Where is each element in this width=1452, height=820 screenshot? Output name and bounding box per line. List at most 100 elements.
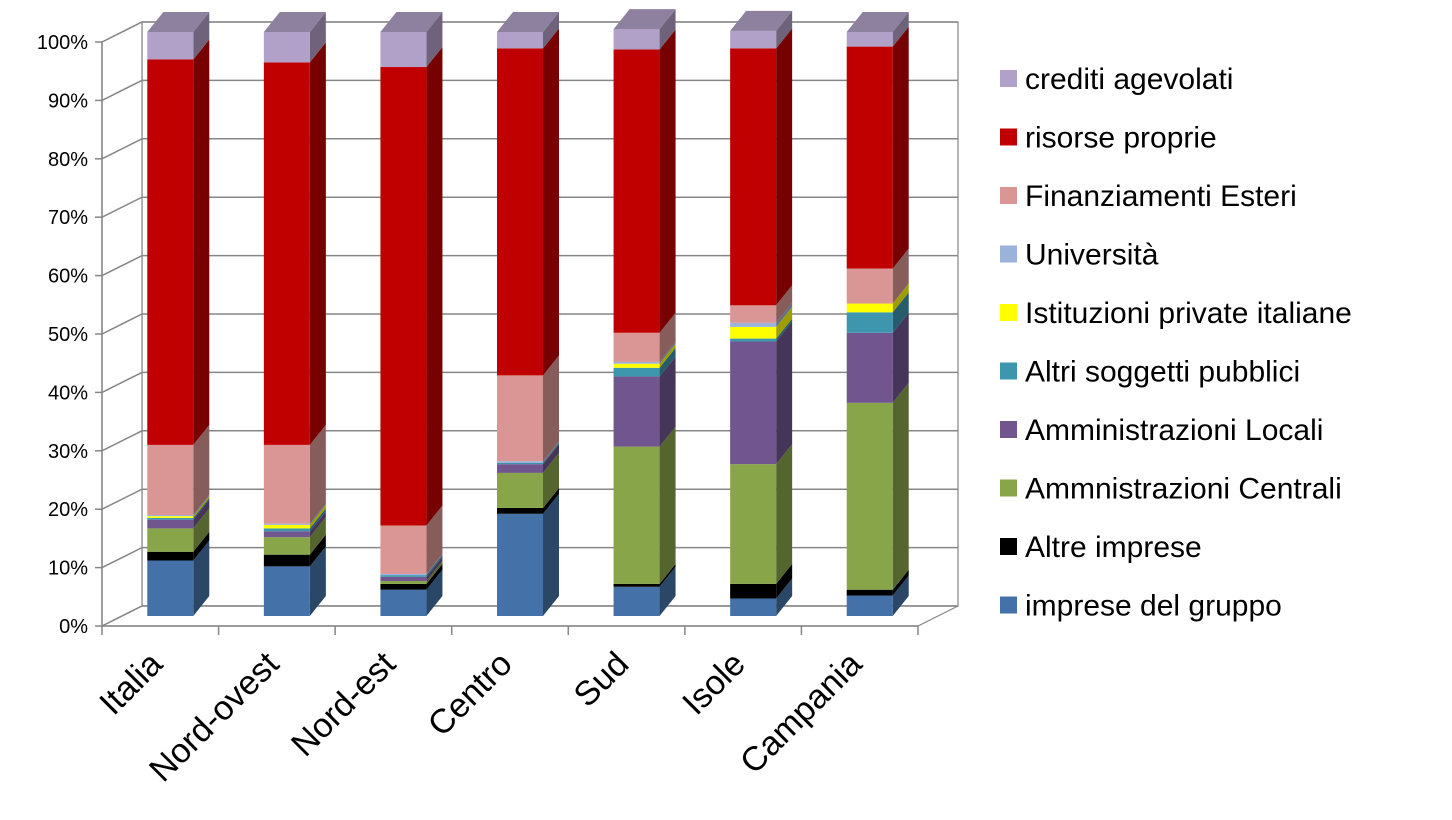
gridline bbox=[101, 21, 958, 43]
bar-segment bbox=[613, 343, 676, 368]
x-category-label: Campania bbox=[733, 645, 870, 782]
bar-segment-front bbox=[730, 322, 777, 327]
bar-segment bbox=[846, 292, 909, 333]
bar-segment-front bbox=[730, 305, 777, 323]
bar-segment bbox=[613, 566, 676, 616]
bar-top-face bbox=[613, 9, 676, 30]
bar-segment-front bbox=[846, 402, 893, 590]
bar-segment-side bbox=[309, 42, 326, 445]
legend-item: Finanziamenti Esteri bbox=[1000, 180, 1297, 213]
bar-segment-side bbox=[543, 493, 559, 616]
bar-segment-side bbox=[426, 12, 443, 68]
legend-swatch bbox=[1000, 479, 1017, 497]
bar-segment bbox=[613, 9, 676, 50]
bar-segment-side bbox=[193, 497, 210, 520]
bar-segment-front bbox=[147, 519, 194, 529]
bar-segment bbox=[147, 12, 210, 60]
bar-segment-front bbox=[497, 464, 543, 473]
bar-segment-front bbox=[263, 528, 310, 532]
bar-segment bbox=[263, 503, 326, 525]
bar-segment-front bbox=[613, 376, 660, 447]
bar-segment-side bbox=[659, 426, 676, 584]
x-category-label: Centro bbox=[421, 645, 520, 744]
bar-stack-centro bbox=[497, 12, 559, 616]
legend-label: Finanziamenti Esteri bbox=[1025, 180, 1297, 213]
bar-segment-front bbox=[846, 268, 893, 304]
bar-segment bbox=[846, 248, 909, 304]
y-tick-label: 100% bbox=[37, 32, 88, 54]
bar-segment-side bbox=[892, 575, 909, 616]
bar-segment bbox=[730, 302, 793, 327]
bar-segment-front bbox=[380, 573, 427, 576]
bar-segment-side bbox=[309, 424, 326, 524]
legend-item: Altre imprese bbox=[1000, 531, 1202, 564]
bar-segment-side bbox=[193, 540, 210, 616]
bar-segment bbox=[380, 505, 443, 574]
bar-segment-side bbox=[309, 534, 326, 567]
bar-segment bbox=[497, 444, 559, 473]
bar-segment-front bbox=[730, 48, 777, 306]
bar-segment bbox=[147, 499, 210, 529]
bar-top-face bbox=[380, 12, 443, 32]
bar-stack-italia bbox=[147, 12, 210, 616]
bar-segment-front bbox=[497, 32, 543, 49]
bar-segment bbox=[846, 575, 909, 616]
bar-segment-side bbox=[659, 356, 676, 447]
gridline bbox=[101, 371, 958, 394]
bar-segment bbox=[380, 47, 443, 526]
bar-segment-side bbox=[776, 318, 793, 342]
bar-segment-front bbox=[730, 583, 777, 599]
bar-segment bbox=[263, 504, 326, 529]
y-axis-tick-labels: 0% 10% 20% 30% 40% 50% 60% 70% 80% 90% 100% bbox=[37, 32, 88, 638]
bar-segment-side bbox=[543, 28, 559, 376]
bar-segment-side bbox=[193, 508, 210, 552]
bar-segment-side bbox=[892, 292, 909, 333]
gridline bbox=[101, 546, 958, 569]
bar-segment-side bbox=[309, 546, 326, 616]
legend-swatch bbox=[1000, 187, 1017, 204]
bar-segment-front bbox=[380, 67, 427, 526]
legend-label: crediti agevolati bbox=[1025, 63, 1233, 96]
bar-segment-front bbox=[730, 30, 777, 49]
bar-segment bbox=[147, 494, 210, 517]
bar-segment-side bbox=[892, 26, 909, 269]
bar-segment bbox=[263, 12, 326, 63]
bar-segment-side bbox=[309, 517, 326, 555]
y-tick-label: 0% bbox=[59, 616, 88, 638]
legend-swatch bbox=[1000, 421, 1017, 438]
bar-top-face bbox=[846, 12, 909, 32]
bar-segment-side bbox=[776, 444, 793, 584]
bar-segment-side bbox=[659, 341, 676, 364]
legend-swatch bbox=[1000, 596, 1017, 614]
bar-segment bbox=[497, 12, 559, 49]
bar-segment-side bbox=[309, 508, 326, 532]
bar-segment-front bbox=[846, 303, 893, 313]
bar-segment bbox=[380, 555, 443, 577]
bar-segment-front bbox=[263, 523, 310, 525]
gridline bbox=[101, 79, 958, 102]
y-tick-label: 40% bbox=[48, 382, 88, 404]
bar-segment-side bbox=[193, 12, 210, 60]
bar-segment-front bbox=[147, 444, 194, 515]
bar-segment-side bbox=[309, 12, 326, 63]
bars bbox=[147, 9, 909, 616]
bar-segment bbox=[380, 12, 443, 68]
legend-item: Università bbox=[1000, 239, 1159, 272]
bar-segment-front bbox=[147, 551, 194, 561]
legend-swatch bbox=[1000, 538, 1017, 555]
bar-segment-side bbox=[543, 452, 559, 508]
bar-segment-front bbox=[147, 516, 194, 518]
bar-segment-side bbox=[776, 563, 793, 599]
bar-segment bbox=[613, 29, 676, 333]
bar-segment-side bbox=[309, 511, 326, 538]
bar-segment bbox=[380, 569, 443, 616]
bar-top-face bbox=[730, 10, 793, 31]
bar-segment-front bbox=[730, 598, 777, 616]
bar-segment-side bbox=[659, 29, 676, 333]
bar-segment-side bbox=[543, 441, 559, 463]
legend-swatch bbox=[1000, 128, 1017, 146]
bar-segment-front bbox=[613, 332, 660, 362]
bar-segment-side bbox=[659, 347, 676, 377]
bar-segment-side bbox=[892, 283, 909, 313]
bar-segment bbox=[147, 540, 210, 616]
